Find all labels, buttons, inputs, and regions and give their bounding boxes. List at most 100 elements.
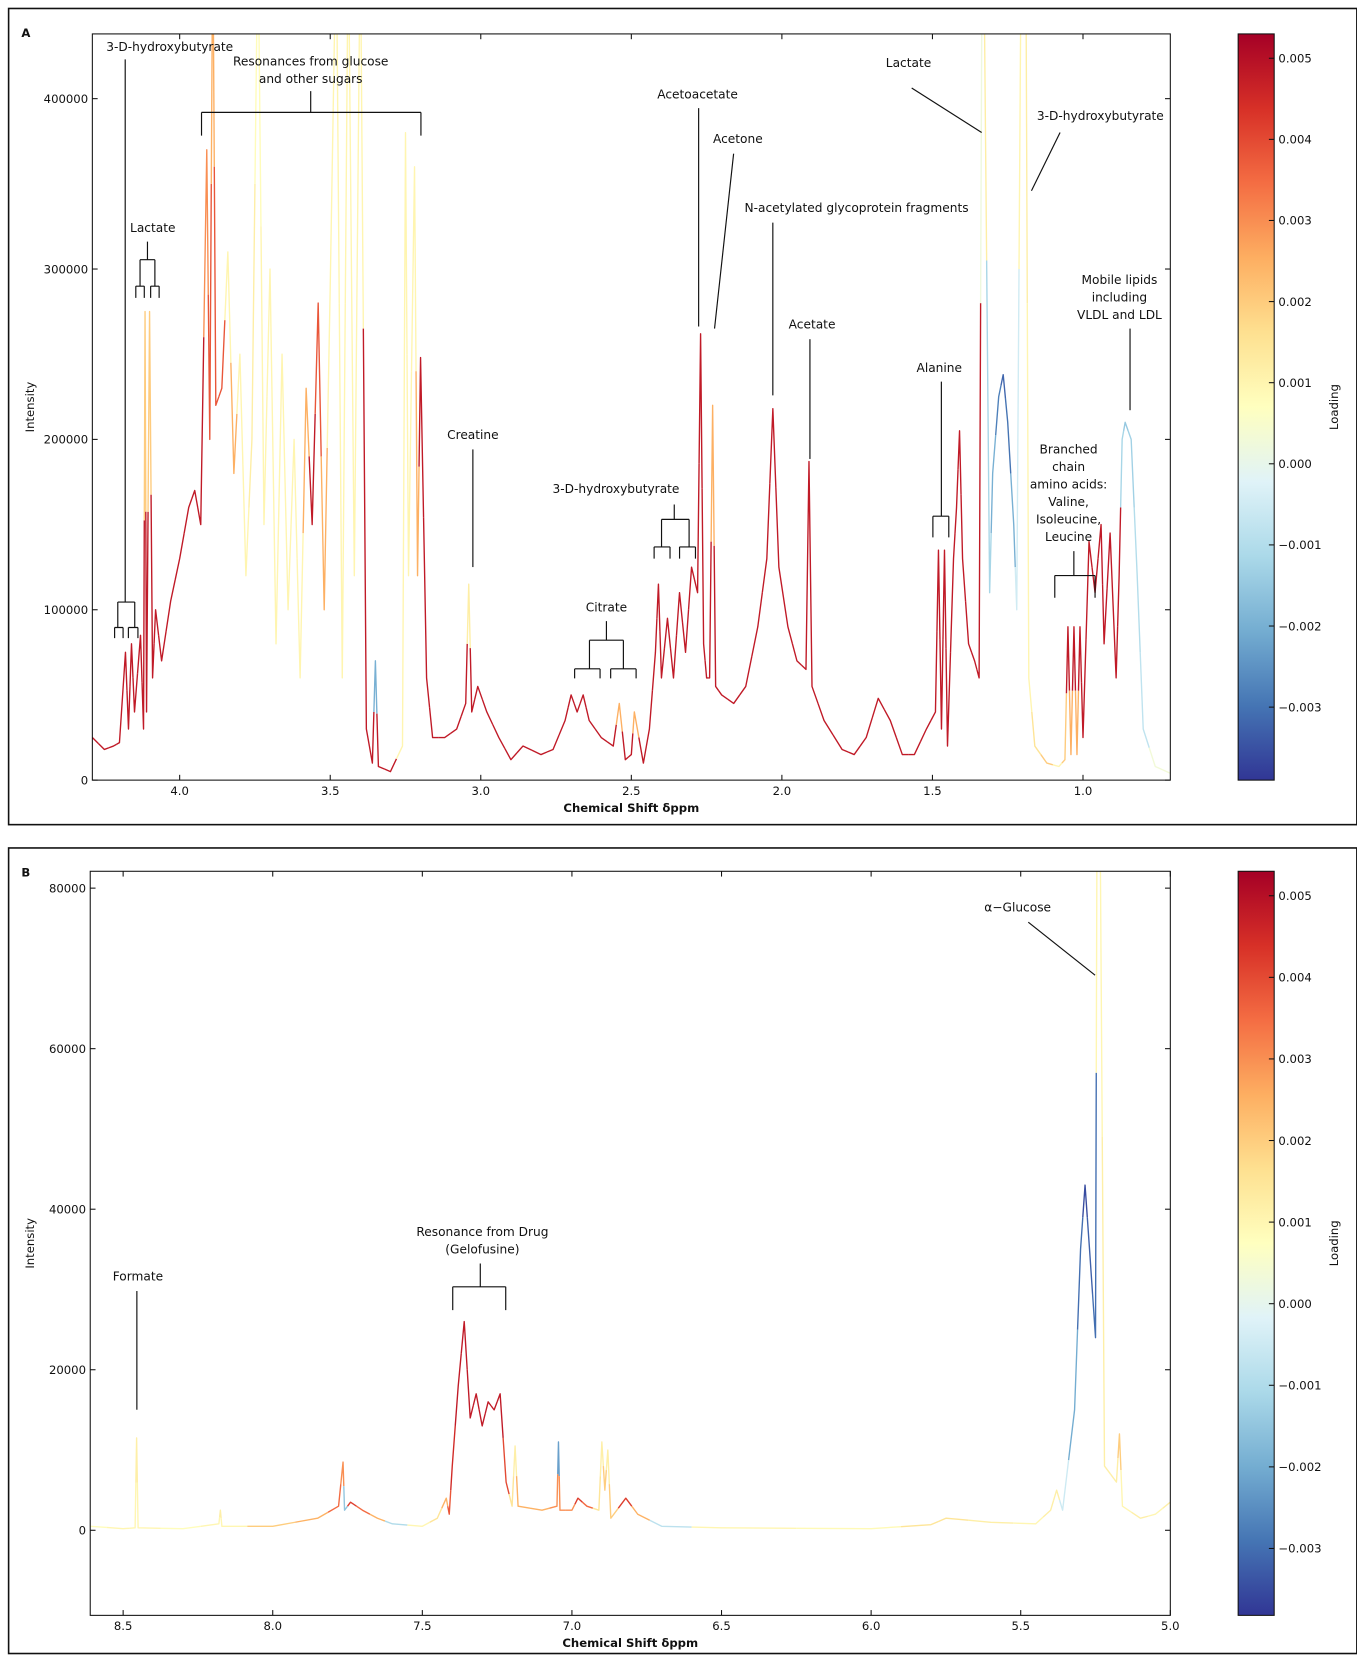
spectrum-segment [1127, 430, 1135, 508]
spectrum-segment [809, 573, 819, 704]
annotation-leader [135, 241, 160, 298]
spectrum-segment [1139, 652, 1150, 748]
spectrum-segment [617, 1497, 633, 1509]
spectrum-segment [484, 1401, 492, 1415]
spectrum-segment [1106, 532, 1114, 606]
x-tick-label: 8.0 [263, 1619, 282, 1633]
colorbar [1237, 33, 1275, 781]
x-tick-label: 1.5 [923, 784, 942, 798]
spectrum-segment [1116, 507, 1122, 627]
plot-frame [89, 870, 1171, 1616]
panel: B 8.5 8.0 7.5 7.0 6.5 6.0 5.5 5.0 0 20000 40000 6000… [7, 847, 1357, 1655]
spectrum-segment [1162, 1501, 1171, 1509]
annotation: Mobile lipids [1082, 273, 1158, 287]
spectrum-segment [1071, 626, 1077, 691]
spectrum-segment [939, 639, 944, 730]
spectrum-segment [295, 1511, 329, 1523]
spectrum-segment [1052, 1489, 1061, 1501]
spectrum-segment [994, 385, 1002, 436]
spectrum-segment [516, 745, 533, 754]
annotation: Lactate [130, 221, 175, 235]
spectrum-segment [871, 697, 885, 719]
spectrum-segment [129, 643, 134, 687]
spectrum-segment [710, 404, 715, 546]
spectrum-segment [266, 268, 274, 457]
spectrum-segment [242, 464, 250, 577]
spectrum-segment [585, 707, 596, 730]
x-tick-label: 3.0 [472, 784, 491, 798]
spectrum-segment [900, 1520, 939, 1528]
spectrum-segment [895, 737, 909, 756]
spectrum-segment [1131, 1511, 1149, 1519]
spectrum-segment [557, 1441, 560, 1477]
annotation-leader [932, 381, 950, 538]
spectrum-segment [290, 438, 298, 559]
annotation: Acetoacetate [657, 88, 738, 102]
annotation: amino acids: [1030, 478, 1107, 492]
spectrum-segment [1148, 747, 1164, 771]
annotation: Citrate [586, 601, 627, 615]
x-tick-label: 6.0 [862, 1619, 881, 1633]
spectrum-segment [1080, 639, 1087, 739]
annotation: Formate [113, 1269, 163, 1283]
spectrum-segment [490, 1401, 498, 1411]
spectrum-segment [515, 1476, 531, 1509]
spectrum-segment [136, 1482, 161, 1529]
spectrum-segment [796, 1525, 902, 1530]
spectrum-segment [968, 1519, 1014, 1524]
spectrum-segment [441, 1497, 449, 1509]
annotation: Alanine [917, 361, 962, 375]
annotation: N-acetylated glycoprotein fragments [745, 201, 969, 215]
spectrum-segment [847, 745, 861, 756]
spectrum-segment [1074, 690, 1080, 756]
spectrum-segment [343, 1486, 349, 1511]
spectrum-segment [1097, 523, 1104, 585]
spectrum-segment [558, 1476, 566, 1511]
spectrum-segment [254, 33, 262, 227]
spectrum-segment [567, 694, 575, 708]
spectrum-segment [627, 733, 634, 758]
spectrum-segment [143, 310, 147, 521]
spectrum-segment [938, 1517, 969, 1523]
x-tick-label: 1.0 [1074, 784, 1093, 798]
y-tick-label: 100000 [44, 603, 88, 617]
spectrum-segment [512, 1445, 518, 1477]
spectrum-segment [478, 1409, 486, 1427]
spectrum-segment [1040, 754, 1054, 766]
spectrum-segment [908, 741, 922, 756]
spectrum-segment [160, 1525, 202, 1530]
annotation: chain [1052, 460, 1085, 474]
spectrum-segment [1101, 584, 1108, 645]
spectrum-segment [942, 549, 947, 649]
y-axis-label: Intensity [23, 382, 37, 433]
spectrum-segment [224, 251, 232, 363]
spectrum-segment [546, 734, 560, 753]
spectrum-segment [395, 439, 405, 760]
spectrum-segment [985, 260, 992, 594]
spectrum-segment [1117, 1433, 1122, 1471]
panel: A 4.0 3.5 3.0 2.5 2.0 1.5 1.0 0 100000 200000 30000… [7, 7, 1357, 826]
y-tick-label: 300000 [44, 262, 88, 276]
spectrum-segment [356, 1505, 371, 1515]
spectrum-segment [97, 743, 110, 751]
spectrum-segment [157, 630, 167, 662]
x-tick-label: 3.5 [321, 784, 340, 798]
panel-frame [7, 7, 1357, 826]
panel-frame [7, 847, 1357, 1655]
spectrum-segment [1076, 1217, 1084, 1330]
colorbar-label: Loading [1327, 384, 1341, 430]
colorbar-tick-label: 0.002 [1278, 295, 1311, 309]
spectrum-segment [1086, 1217, 1094, 1294]
spectrum-segment [558, 707, 569, 736]
annotation-leader [911, 87, 982, 133]
spectrum-segment [1061, 693, 1068, 764]
x-tick-label: 5.0 [1161, 1619, 1180, 1633]
spectrum-segment [108, 743, 117, 749]
spectrum-segment [376, 713, 385, 770]
spectrum-segment [645, 690, 654, 747]
spectrum-segment [504, 748, 518, 761]
spectrum-segment [116, 697, 124, 745]
spectrum-segment [496, 1393, 504, 1439]
spectrum-segment [930, 631, 938, 721]
spectrum-segment [949, 533, 956, 653]
